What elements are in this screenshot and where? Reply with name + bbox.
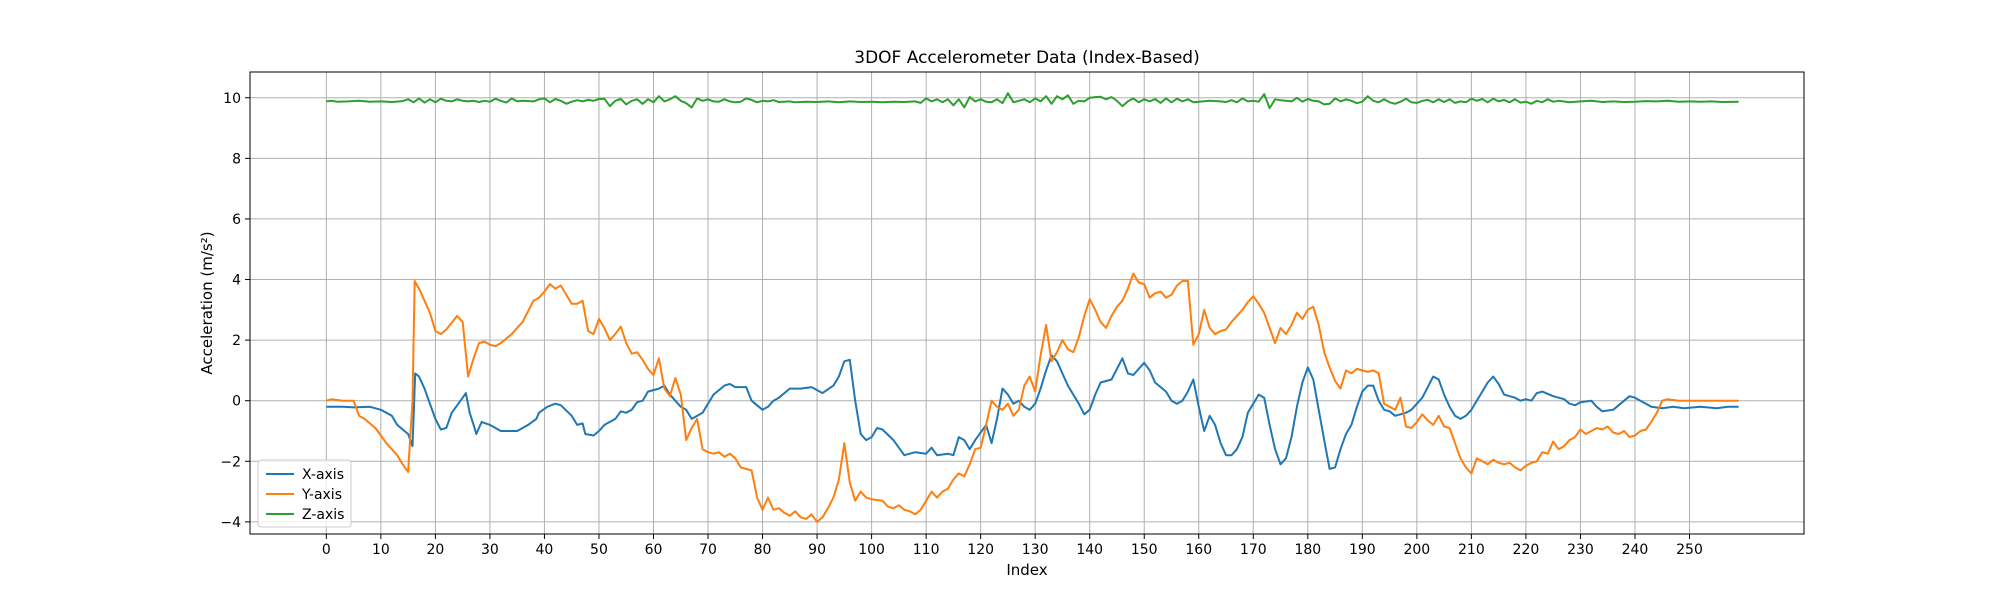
y-tick-label: 4 <box>232 273 241 289</box>
series-line-y-axis <box>326 272 1739 523</box>
y-tick-label: 2 <box>232 333 241 349</box>
x-tick-label: 0 <box>322 542 331 558</box>
x-axis-ticks: 0 10 20 30 40 50 60 70 80 90 100 110 120 130 140 150 160… <box>322 534 1703 558</box>
chart-title: 3DOF Accelerometer Data (Index-Based) <box>854 48 1199 68</box>
x-tick-label: 210 <box>1458 542 1485 558</box>
x-tick-label: 60 <box>645 542 663 558</box>
x-tick-label: 170 <box>1240 542 1267 558</box>
plot-series <box>326 92 1739 523</box>
x-tick-label: 110 <box>913 542 940 558</box>
series-line-z-axis <box>326 92 1739 110</box>
y-tick-label: 8 <box>232 151 241 167</box>
y-axis-label: Acceleration (m/s²) <box>198 231 216 374</box>
legend: X-axis Y-axis Z-axis <box>257 459 352 528</box>
x-tick-label: 160 <box>1185 542 1212 558</box>
legend-label-x-axis: X-axis <box>302 467 344 483</box>
x-tick-label: 80 <box>754 542 772 558</box>
legend-label-z-axis: Z-axis <box>302 507 344 523</box>
legend-frame <box>257 459 352 528</box>
y-tick-label: −4 <box>220 515 241 531</box>
y-axis-ticks: −4 −2 0 2 4 6 8 10 <box>220 91 250 531</box>
x-tick-label: 20 <box>426 542 444 558</box>
x-tick-label: 250 <box>1676 542 1703 558</box>
x-tick-label: 150 <box>1131 542 1158 558</box>
x-tick-label: 40 <box>536 542 554 558</box>
y-tick-label: 6 <box>232 212 241 228</box>
x-tick-label: 130 <box>1022 542 1049 558</box>
plot-frame <box>249 71 1805 535</box>
x-tick-label: 140 <box>1076 542 1103 558</box>
x-tick-label: 180 <box>1294 542 1321 558</box>
x-tick-label: 100 <box>858 542 885 558</box>
x-tick-label: 120 <box>967 542 994 558</box>
x-tick-label: 200 <box>1403 542 1430 558</box>
grid-lines <box>250 72 1804 534</box>
x-tick-label: 230 <box>1567 542 1594 558</box>
x-tick-label: 190 <box>1349 542 1376 558</box>
x-tick-label: 70 <box>699 542 717 558</box>
x-axis-label: Index <box>1006 561 1047 579</box>
y-tick-label: 0 <box>232 394 241 410</box>
x-tick-label: 240 <box>1622 542 1649 558</box>
series-line-x-axis <box>326 354 1739 470</box>
y-tick-label: −2 <box>220 454 241 470</box>
legend-label-y-axis: Y-axis <box>301 487 342 503</box>
x-tick-label: 30 <box>481 542 499 558</box>
x-tick-label: 10 <box>372 542 390 558</box>
legend-entries: X-axis Y-axis Z-axis <box>266 467 344 523</box>
x-tick-label: 50 <box>590 542 608 558</box>
y-tick-label: 10 <box>223 91 241 107</box>
x-tick-label: 220 <box>1513 542 1540 558</box>
x-tick-label: 90 <box>808 542 826 558</box>
